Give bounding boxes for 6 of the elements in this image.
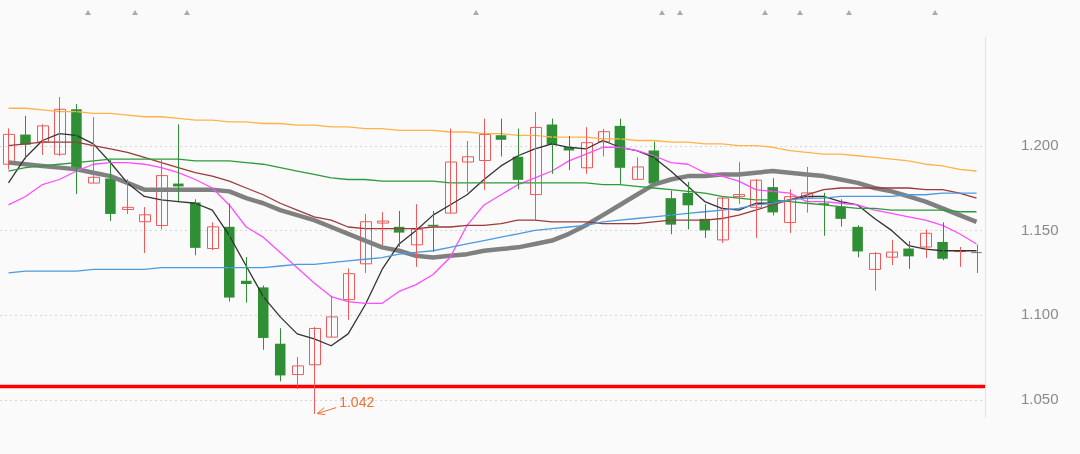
- candlestick: [411, 203, 423, 268]
- y-tick-label: 1.100: [1021, 305, 1059, 323]
- annotation: 1.042: [339, 394, 375, 411]
- y-tick-label: 1.200: [1021, 135, 1059, 153]
- y-tick-label: 1.050: [1021, 390, 1059, 408]
- y-tick-label: 1.150: [1021, 220, 1059, 238]
